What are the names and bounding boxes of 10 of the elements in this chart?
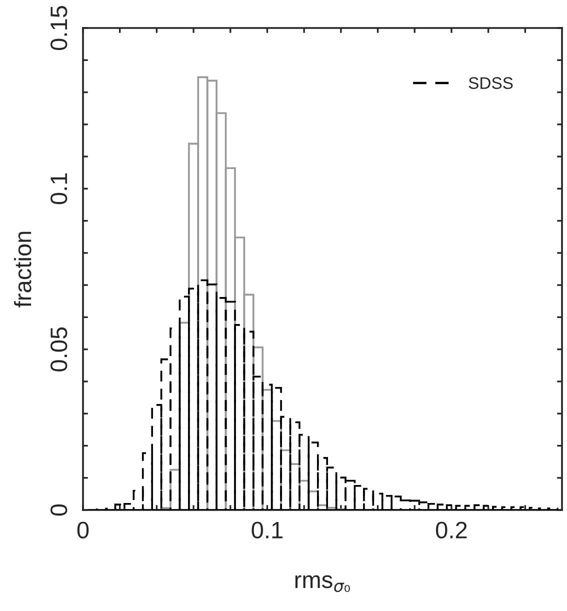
y-axis-title: fraction (14, 232, 32, 308)
y-tick-label: 0.15 (50, 6, 68, 50)
y-tick-label: 0.1 (50, 173, 68, 204)
legend-label: SDSS (468, 77, 513, 89)
x-tick-label: 0.2 (436, 522, 467, 538)
y-tick-label: 0 (50, 504, 68, 516)
x-axis-title: rms$_{σ₀}$ (295, 575, 350, 592)
y-tick-label: 0.05 (50, 327, 68, 372)
x-tick-label: 0 (77, 522, 89, 538)
x-tick-label: 0.1 (252, 522, 282, 538)
